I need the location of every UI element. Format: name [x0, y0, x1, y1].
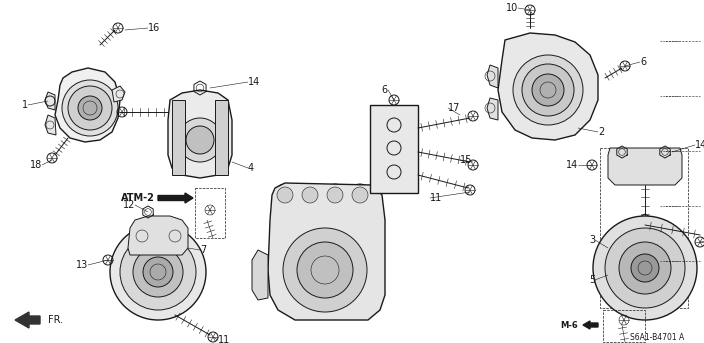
Circle shape [62, 80, 118, 136]
Text: 14: 14 [695, 140, 704, 150]
Bar [195, 188, 225, 238]
Circle shape [283, 228, 367, 312]
Polygon shape [487, 65, 498, 88]
Text: 10: 10 [505, 3, 518, 13]
FancyArrow shape [15, 312, 40, 328]
Polygon shape [487, 98, 498, 120]
Bar [603, 310, 645, 342]
Circle shape [297, 242, 353, 298]
Circle shape [133, 247, 183, 297]
Text: 11: 11 [430, 193, 442, 203]
Polygon shape [112, 86, 125, 102]
Polygon shape [498, 33, 598, 140]
Circle shape [605, 228, 685, 308]
Circle shape [143, 257, 173, 287]
Polygon shape [168, 90, 232, 178]
Polygon shape [55, 68, 120, 142]
Text: 18: 18 [30, 160, 42, 170]
Circle shape [78, 96, 102, 120]
Circle shape [186, 126, 214, 154]
Text: 1: 1 [22, 100, 28, 110]
Text: ATM-2: ATM-2 [121, 193, 155, 203]
Circle shape [68, 86, 112, 130]
Circle shape [352, 187, 368, 203]
Text: 7: 7 [200, 245, 206, 255]
Text: S6A1-B4701 A: S6A1-B4701 A [630, 332, 684, 342]
Circle shape [631, 254, 659, 282]
Circle shape [327, 187, 343, 203]
Text: 12: 12 [122, 200, 135, 210]
Circle shape [619, 242, 671, 294]
Text: 13: 13 [76, 260, 88, 270]
Text: 2: 2 [598, 127, 604, 137]
Polygon shape [45, 92, 55, 110]
Circle shape [513, 55, 583, 125]
Circle shape [178, 118, 222, 162]
Text: 6: 6 [640, 57, 646, 67]
FancyArrow shape [158, 193, 193, 203]
Polygon shape [252, 250, 268, 300]
Text: 16: 16 [148, 23, 161, 33]
Circle shape [532, 74, 564, 106]
Bar [370, 105, 418, 193]
Text: 11: 11 [218, 335, 230, 343]
Text: 14: 14 [566, 160, 578, 170]
Text: 17: 17 [448, 103, 460, 113]
Text: 15: 15 [460, 155, 472, 165]
Circle shape [593, 216, 697, 320]
Polygon shape [215, 100, 228, 175]
Circle shape [120, 234, 196, 310]
Bar [600, 148, 688, 308]
Circle shape [110, 224, 206, 320]
Text: 6: 6 [382, 85, 388, 95]
FancyArrow shape [583, 321, 598, 329]
Polygon shape [128, 216, 188, 255]
Text: M-6: M-6 [560, 320, 578, 330]
Text: 3: 3 [589, 235, 595, 245]
Text: FR.: FR. [48, 315, 63, 325]
Polygon shape [45, 115, 56, 135]
Polygon shape [608, 148, 682, 185]
Circle shape [302, 187, 318, 203]
Text: 5: 5 [589, 275, 595, 285]
Text: 4: 4 [248, 163, 254, 173]
Text: 14: 14 [248, 77, 260, 87]
Circle shape [522, 64, 574, 116]
Polygon shape [172, 100, 185, 175]
Circle shape [277, 187, 293, 203]
Polygon shape [268, 183, 385, 320]
